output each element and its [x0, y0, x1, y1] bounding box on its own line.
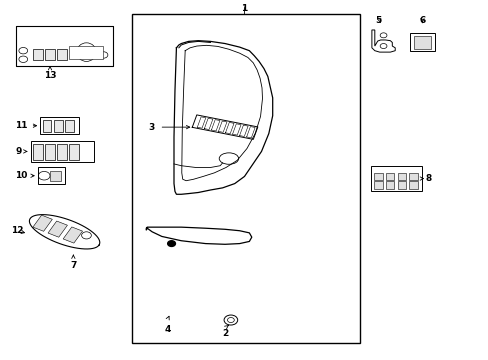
Bar — [65, 120, 74, 132]
Polygon shape — [33, 215, 52, 231]
Bar — [38, 167, 64, 184]
Bar — [54, 120, 62, 132]
Bar — [45, 144, 55, 160]
Bar — [397, 173, 406, 180]
Bar — [385, 173, 393, 180]
Text: 5: 5 — [374, 16, 381, 25]
Circle shape — [167, 241, 175, 247]
Bar — [385, 181, 393, 189]
Polygon shape — [371, 30, 394, 52]
Text: 6: 6 — [419, 16, 425, 25]
Bar — [69, 46, 103, 59]
Bar — [408, 173, 417, 180]
Text: 2: 2 — [222, 329, 228, 338]
Bar — [131, 14, 360, 342]
Text: 1: 1 — [241, 4, 247, 13]
Bar — [408, 181, 417, 189]
Bar — [50, 171, 61, 181]
Text: 3: 3 — [148, 123, 154, 132]
Text: 7: 7 — [70, 261, 77, 270]
Polygon shape — [63, 227, 82, 243]
Text: 10: 10 — [15, 171, 27, 180]
Bar — [397, 181, 406, 189]
Bar — [16, 26, 113, 66]
Text: 4: 4 — [164, 325, 170, 334]
Bar — [373, 173, 382, 180]
Text: 12: 12 — [11, 226, 23, 235]
Bar — [373, 181, 382, 189]
Bar — [409, 33, 434, 51]
Bar — [30, 141, 94, 162]
Bar — [57, 49, 67, 60]
Bar — [413, 36, 430, 49]
Bar — [33, 144, 42, 160]
Bar — [69, 144, 79, 160]
Bar — [57, 144, 67, 160]
Polygon shape — [48, 221, 67, 237]
Bar — [40, 117, 79, 134]
Bar — [33, 49, 42, 60]
Text: 11: 11 — [15, 121, 27, 130]
Text: 9: 9 — [15, 147, 21, 156]
Bar — [370, 166, 421, 191]
Bar — [42, 120, 51, 132]
Bar — [45, 49, 55, 60]
Text: 13: 13 — [43, 71, 56, 80]
Text: 8: 8 — [425, 174, 431, 183]
